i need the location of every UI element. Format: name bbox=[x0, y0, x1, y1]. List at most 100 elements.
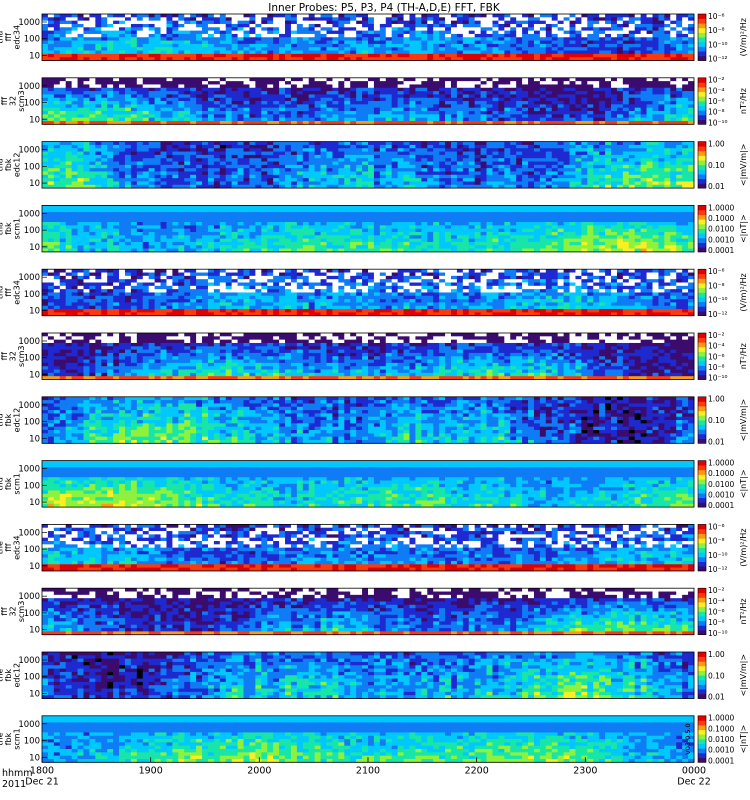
ytick-label-the-fbk12-2: 1000 bbox=[18, 656, 40, 666]
colorbar-tha-fff34: 10⁻¹² 10⁻¹⁰ 10⁻⁸ 10⁻⁶ bbox=[697, 12, 728, 64]
time-tick-label-6: 0000 bbox=[682, 765, 706, 776]
colorbar-tick-tha-fff34-3: 10⁻⁶ bbox=[708, 12, 725, 21]
ylabel-line-thd-fff34-2: edc34 bbox=[13, 280, 22, 305]
ytick-label-thd-fbkscm-1: 100 bbox=[24, 481, 40, 491]
colorbar-frame-the-fbkscm bbox=[697, 715, 707, 763]
panel-thd-fff32: 101001000thdfff32scm310⁻¹⁰10⁻⁸10⁻⁶10⁻⁴10… bbox=[0, 331, 748, 383]
units-tha-fbkscm: <|nT|> bbox=[739, 214, 748, 243]
ytick-label-tha-fff32-1: 100 bbox=[24, 99, 40, 109]
ytick-label-tha-fff32-0: 10 bbox=[29, 115, 40, 125]
colorbar-tick-tha-fff32-4: 10⁻² bbox=[708, 76, 725, 85]
ylabel-line-tha-fff32-2: 32 bbox=[8, 96, 17, 106]
colorbar-tick-tha-fbkscm-4: 1.0000 bbox=[708, 203, 734, 212]
colorbar-tick-the-fff32-1: 10⁻⁸ bbox=[708, 618, 725, 627]
ytick-label-tha-fbkscm-1: 100 bbox=[24, 226, 40, 236]
colorbar-tick-thd-fff34-2: 10⁻⁸ bbox=[708, 281, 725, 290]
date-label-0: Dec 21 bbox=[25, 776, 59, 787]
ylabel-line-tha-fff32-1: fff bbox=[0, 97, 9, 106]
units-the-fbk12: <|mV/m|> bbox=[739, 654, 748, 697]
spectrogram-thd-fbk12 bbox=[42, 396, 695, 444]
colorbar-frame-the-fff32 bbox=[697, 587, 707, 636]
ylabel-line-the-fff34-1: fff bbox=[4, 543, 13, 552]
units-label-tha-fbkscm: <|nT|> bbox=[739, 214, 748, 243]
units-thd-fbkscm: <|nT|> bbox=[739, 469, 748, 498]
ylabel-line-thd-fbkscm-2: scm1 bbox=[13, 473, 22, 494]
colorbar-tick-the-fff34-1: 10⁻¹⁰ bbox=[708, 551, 728, 560]
colorbar-tick-tha-fbk12-1: 0.10 bbox=[708, 161, 725, 170]
colorbar-tick-tha-fbkscm-2: 0.0100 bbox=[708, 225, 734, 234]
colorbar-tick-the-fbk12-1: 0.10 bbox=[708, 671, 725, 680]
units-label-tha-fff34: (V/m)²/Hz bbox=[739, 18, 748, 56]
ylabel-line-tha-fff34-2: edc34 bbox=[13, 25, 22, 50]
ytick-label-tha-fbk12-1: 100 bbox=[24, 162, 40, 172]
colorbar-the-fff32: 10⁻¹⁰ 10⁻⁸ 10⁻⁶10⁻⁴ 10⁻² bbox=[697, 586, 728, 638]
frame-tha-fbk12 bbox=[41, 141, 695, 189]
colorbar-tick-thd-fbkscm-4: 1.0000 bbox=[708, 458, 734, 467]
time-tick-label-5: 2300 bbox=[573, 765, 597, 776]
ylabel-line-tha-fbk12-0: tha bbox=[0, 158, 5, 171]
colorbar-tick-tha-fff32-2: 10⁻⁶ bbox=[708, 97, 725, 106]
colorbar-tick-thd-fff34-1: 10⁻¹⁰ bbox=[708, 296, 728, 305]
colorbar-tick-tha-fff32-3: 10⁻⁴ bbox=[708, 86, 725, 95]
time-tick-label-3: 2100 bbox=[356, 765, 380, 776]
ylabel-line-thd-fbkscm-1: fbk bbox=[4, 477, 13, 490]
spectrogram-the-fff32 bbox=[42, 588, 695, 636]
spectrogram-the-fbkscm bbox=[42, 715, 695, 763]
ytick-label-the-fff32-1: 100 bbox=[24, 609, 40, 619]
units-the-fff32: nT²/Hz bbox=[739, 598, 748, 624]
colorbar-frame-the-fff34 bbox=[697, 524, 707, 572]
colorbar-tick-thd-fff32-3: 10⁻⁴ bbox=[708, 342, 725, 351]
ylabel-line-thd-fff32-1: fff bbox=[0, 352, 9, 361]
ytick-label-tha-fff34-1: 100 bbox=[24, 35, 40, 45]
colorbar-tick-thd-fbkscm-3: 0.1000 bbox=[708, 469, 734, 478]
colorbar-frame-tha-fbkscm bbox=[697, 205, 707, 253]
colorbar-tick-thd-fff32-0: 10⁻¹⁰ bbox=[708, 374, 728, 383]
ylabel-line-tha-fbkscm-2: scm1 bbox=[13, 218, 22, 239]
colorbar-tick-the-fff34-2: 10⁻⁸ bbox=[708, 537, 725, 546]
ylabel-line-thd-fbkscm-0: thd bbox=[0, 477, 5, 490]
colorbar-tick-thd-fbk12-1: 0.10 bbox=[708, 416, 725, 425]
ytick-label-thd-fff32-2: 1000 bbox=[18, 337, 40, 347]
ylabel-thd-fbk12: thd fbk edc12 bbox=[0, 408, 22, 433]
frame-thd-fff32 bbox=[41, 332, 695, 380]
spectrogram-the-fbk12 bbox=[42, 652, 695, 699]
ytick-label-the-fbkscm-0: 10 bbox=[29, 753, 40, 763]
time-tick-label-0: 1800 bbox=[30, 765, 54, 776]
spectrogram-the-fff34 bbox=[42, 524, 695, 572]
ylabel-line-thd-fbk12-0: thd bbox=[0, 413, 5, 426]
colorbar-tick-the-fbk12-2: 1.00 bbox=[708, 650, 725, 659]
time-tick-label-2: 2000 bbox=[247, 765, 271, 776]
ytick-label-the-fff34-1: 100 bbox=[24, 545, 40, 555]
colorbar-tick-the-fff32-4: 10⁻² bbox=[708, 586, 725, 595]
units-the-fff34: (V/m)²/Hz bbox=[739, 528, 748, 566]
chart-title: Inner Probes: P5, P3, P4 (TH-A,D,E) FFT,… bbox=[268, 2, 501, 14]
ytick-label-thd-fff32-0: 10 bbox=[29, 370, 40, 380]
ytick-label-the-fff34-2: 1000 bbox=[18, 528, 40, 538]
frame-thd-fff34 bbox=[41, 268, 695, 317]
ylabel-tha-fff34: tha fff edc34 bbox=[0, 25, 22, 50]
units-label-tha-fff32: nT²/Hz bbox=[739, 88, 748, 114]
ylabel-line-thd-fbk12-2: edc12 bbox=[13, 408, 22, 433]
ylabel-line-thd-fff32-3: scm3 bbox=[17, 346, 26, 367]
units-label-the-fff34: (V/m)²/Hz bbox=[739, 528, 748, 566]
colorbar-tick-thd-fff34-0: 10⁻¹² bbox=[708, 310, 728, 319]
units-thd-fbk12: <|mV/m|> bbox=[739, 399, 748, 442]
colorbar-tick-thd-fff32-1: 10⁻⁸ bbox=[708, 363, 725, 372]
units-label-thd-fbkscm: <|nT|> bbox=[739, 469, 748, 498]
colorbar-tick-tha-fff32-1: 10⁻⁸ bbox=[708, 108, 725, 117]
ytick-label-thd-fff34-0: 10 bbox=[29, 307, 40, 317]
ylabel-line-the-fff32-1: fff bbox=[0, 607, 9, 616]
colorbar-thd-fff32: 10⁻¹⁰ 10⁻⁸ 10⁻⁶10⁻⁴ 10⁻² bbox=[697, 331, 728, 383]
units-tha-fff34: (V/m)²/Hz bbox=[739, 18, 748, 56]
units-thd-fff32: nT²/Hz bbox=[739, 343, 748, 369]
colorbar-frame-tha-fff32 bbox=[697, 77, 707, 125]
units-label-the-fbkscm: <|nT|> bbox=[739, 725, 748, 754]
colorbar-tick-the-fbkscm-3: 0.1000 bbox=[708, 724, 734, 733]
units-thd-fff34: (V/m)²/Hz bbox=[739, 273, 748, 311]
spectrogram-tha-fbkscm bbox=[42, 205, 695, 253]
ylabel-line-thd-fbk12-1: fbk bbox=[4, 413, 13, 426]
